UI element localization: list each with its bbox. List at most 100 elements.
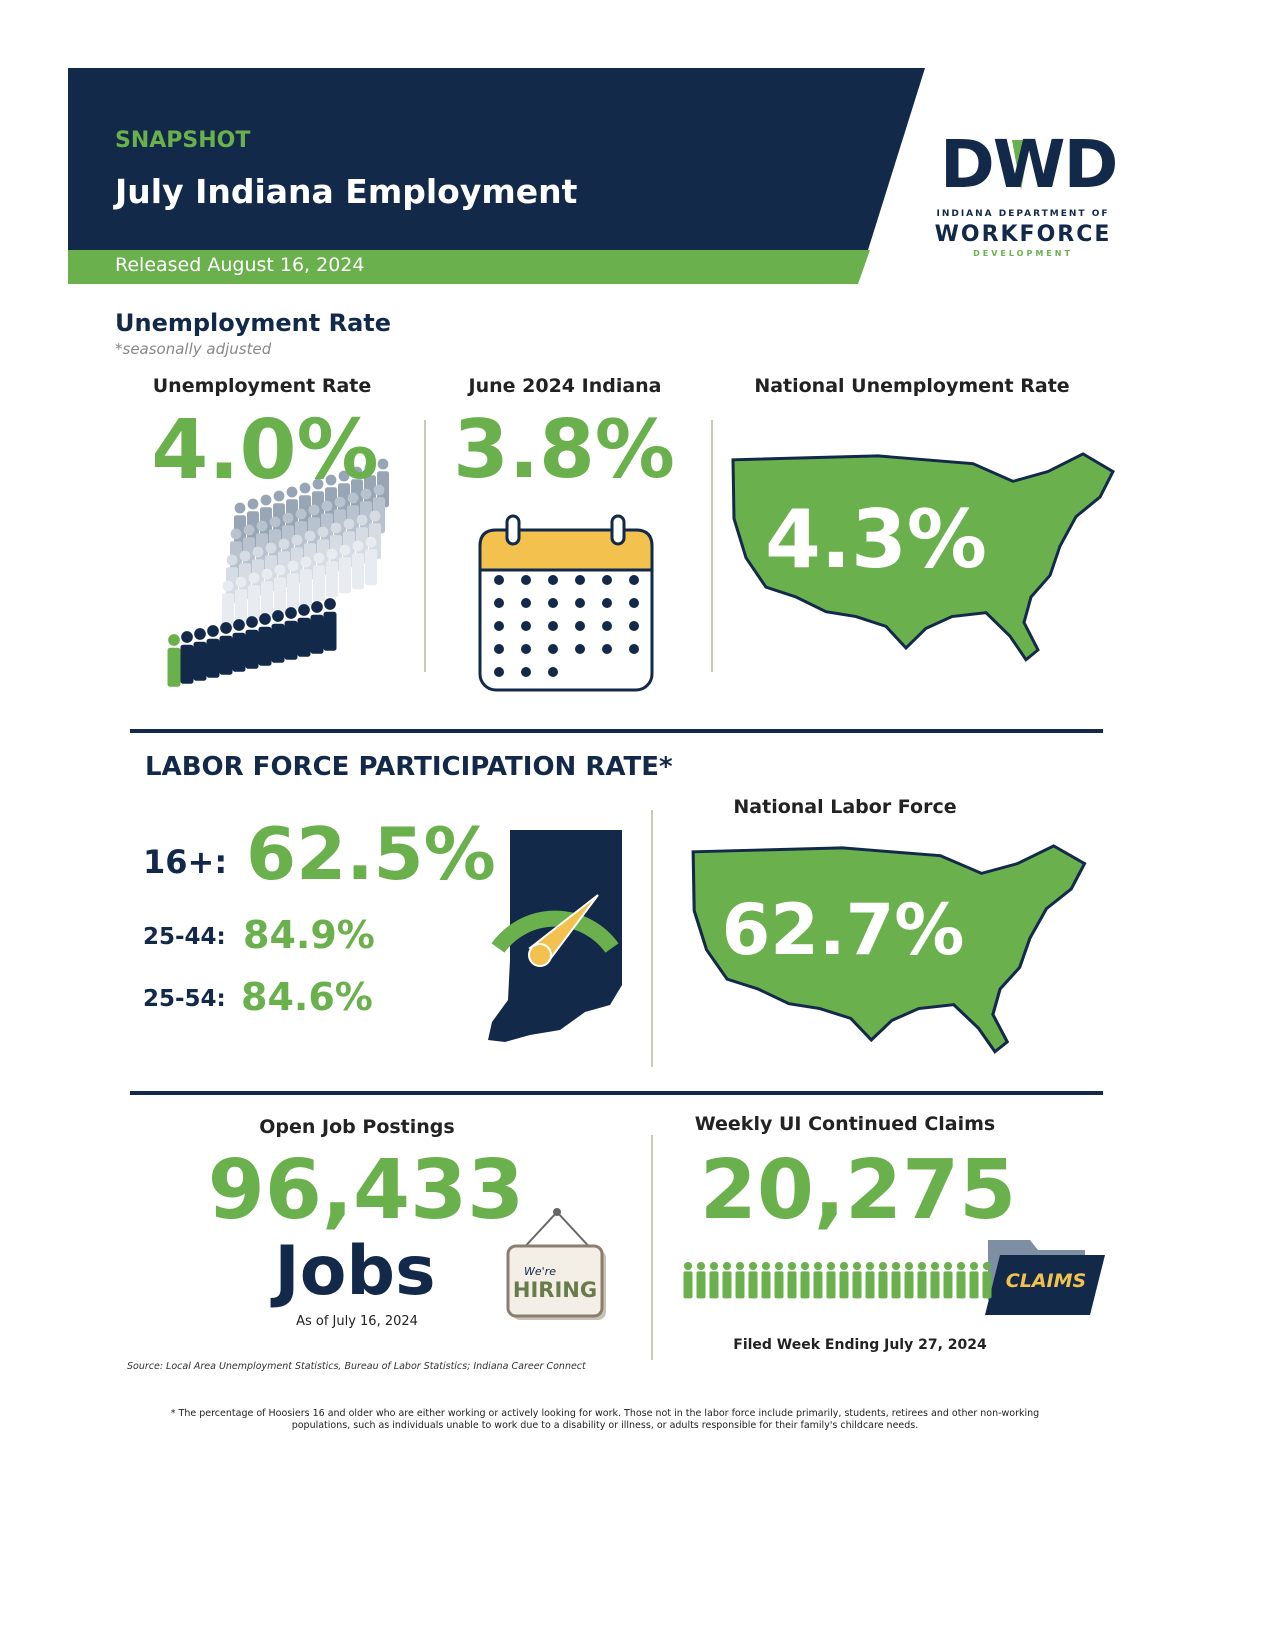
person-body bbox=[943, 1271, 953, 1299]
person-icon bbox=[878, 1261, 888, 1299]
calendar-dot bbox=[602, 644, 612, 654]
person-head bbox=[269, 516, 281, 528]
stat-value: 20,275 bbox=[699, 1143, 1017, 1238]
person-head bbox=[252, 546, 264, 558]
person-head bbox=[774, 1261, 784, 1271]
person-head bbox=[943, 1261, 953, 1271]
person-head bbox=[365, 536, 377, 548]
person-head bbox=[325, 474, 337, 486]
person-head bbox=[311, 601, 323, 613]
person-icon bbox=[206, 625, 220, 678]
person-body bbox=[904, 1271, 914, 1299]
person-icon bbox=[982, 1261, 992, 1299]
person-icon bbox=[943, 1261, 953, 1299]
person-body bbox=[248, 585, 260, 622]
calendar-dot bbox=[575, 575, 585, 585]
filed: Filed Week Ending July 27, 2024 bbox=[733, 1337, 987, 1353]
person-body bbox=[339, 557, 351, 594]
person-head bbox=[364, 462, 376, 474]
calendar-dot bbox=[521, 598, 531, 608]
person-head bbox=[261, 568, 273, 580]
person-icon bbox=[787, 1261, 797, 1299]
person-head bbox=[207, 625, 219, 637]
person-icon bbox=[826, 1261, 836, 1299]
person-head bbox=[360, 488, 372, 500]
person-body bbox=[232, 632, 246, 672]
person-head bbox=[826, 1261, 836, 1271]
stat-label: Unemployment Rate bbox=[152, 375, 372, 397]
person-head bbox=[317, 526, 329, 538]
release-band bbox=[68, 250, 870, 284]
calendar-dot bbox=[548, 667, 558, 677]
person-body bbox=[297, 617, 311, 657]
stat-value: 3.8% bbox=[453, 403, 675, 496]
stat-label: Open Job Postings bbox=[259, 1116, 455, 1138]
person-head bbox=[356, 514, 368, 526]
person-body bbox=[852, 1271, 862, 1299]
person-icon bbox=[735, 1261, 745, 1299]
calendar-dot bbox=[575, 621, 585, 631]
person-body bbox=[206, 638, 220, 678]
person-head bbox=[181, 631, 193, 643]
person-icon bbox=[352, 540, 364, 590]
person-head bbox=[904, 1261, 914, 1271]
calendar-dot bbox=[575, 644, 585, 654]
person-icon bbox=[313, 552, 325, 602]
logo-line: WORKFORCE bbox=[934, 222, 1112, 247]
person-body bbox=[930, 1271, 940, 1299]
person-head bbox=[748, 1261, 758, 1271]
person-head bbox=[787, 1261, 797, 1271]
person-head bbox=[956, 1261, 966, 1271]
stat-label: National Unemployment Rate bbox=[754, 375, 1070, 397]
calendar-dot bbox=[575, 598, 585, 608]
person-head bbox=[313, 552, 325, 564]
person-body bbox=[683, 1271, 693, 1299]
us-map bbox=[731, 452, 1115, 662]
person-body bbox=[787, 1271, 797, 1299]
person-icon bbox=[774, 1261, 784, 1299]
person-head bbox=[260, 494, 272, 506]
calendar-dot bbox=[629, 621, 639, 631]
person-body bbox=[167, 647, 181, 687]
person-icon bbox=[904, 1261, 914, 1299]
person-head bbox=[234, 502, 246, 514]
footnote: * The percentage of Hoosiers 16 and olde… bbox=[170, 1408, 1040, 1432]
person-head bbox=[248, 572, 260, 584]
person-head bbox=[852, 1261, 862, 1271]
person-head bbox=[351, 466, 363, 478]
person-body bbox=[709, 1271, 719, 1299]
stat-label: National Labor Force bbox=[733, 796, 957, 818]
person-icon bbox=[287, 560, 299, 610]
person-body bbox=[813, 1271, 823, 1299]
group-value: 84.6% bbox=[241, 975, 373, 1019]
person-head bbox=[800, 1261, 810, 1271]
sign-text: We're bbox=[524, 1265, 556, 1278]
person-icon bbox=[339, 544, 351, 594]
person-body bbox=[326, 561, 338, 598]
person-head bbox=[308, 504, 320, 516]
person-icon bbox=[300, 556, 312, 606]
person-body bbox=[235, 589, 247, 626]
person-icon bbox=[969, 1261, 979, 1299]
person-head bbox=[194, 628, 206, 640]
person-icon bbox=[722, 1261, 732, 1299]
person-icon bbox=[167, 634, 181, 687]
logo-accent bbox=[1012, 140, 1030, 190]
group-value: 84.9% bbox=[243, 913, 375, 957]
person-body bbox=[956, 1271, 966, 1299]
logo-mark: DWD bbox=[940, 126, 1118, 203]
person-head bbox=[709, 1261, 719, 1271]
person-body bbox=[193, 641, 207, 681]
stat-value: 4.0% bbox=[151, 403, 379, 498]
indiana-gauge-icon bbox=[488, 830, 622, 1042]
person-head bbox=[865, 1261, 875, 1271]
person-head bbox=[330, 522, 342, 534]
person-head bbox=[891, 1261, 901, 1271]
group-label: 25-44: bbox=[143, 924, 226, 950]
person-body bbox=[969, 1271, 979, 1299]
person-body bbox=[891, 1271, 901, 1299]
person-body bbox=[748, 1271, 758, 1299]
calendar-dot bbox=[521, 644, 531, 654]
person-body bbox=[287, 573, 299, 610]
